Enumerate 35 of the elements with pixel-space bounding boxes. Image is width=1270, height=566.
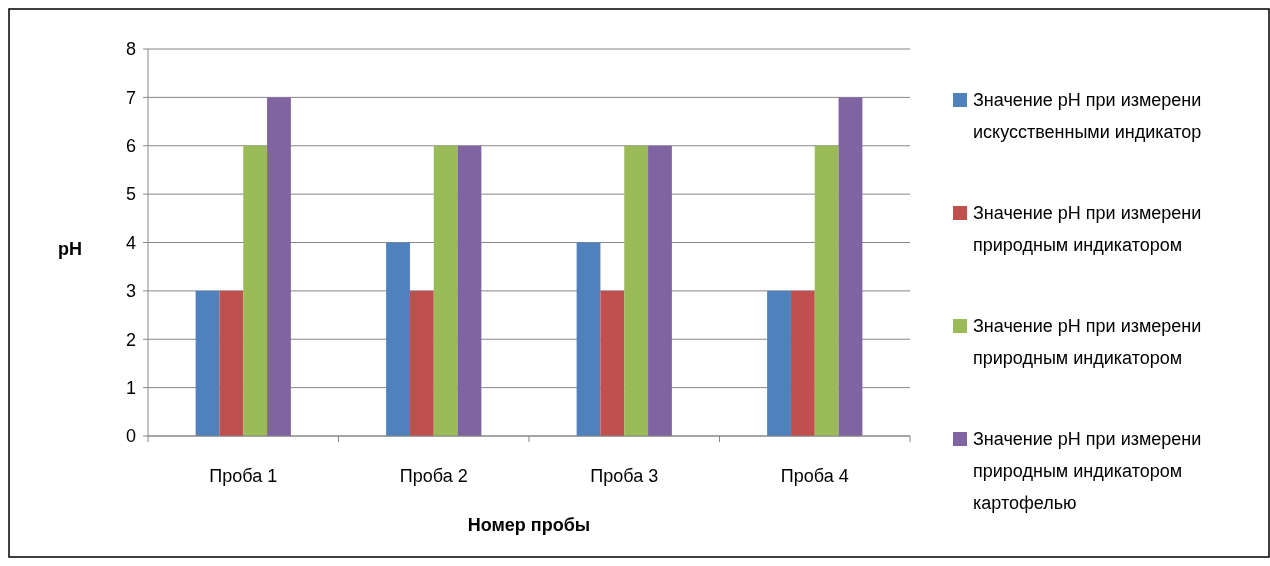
bar (790, 290, 815, 436)
legend-label: Значение pH при измерени искусственными индикатор (973, 90, 1202, 143)
y-tick-label: 4 (125, 232, 136, 253)
bar (600, 290, 625, 436)
bar (624, 145, 649, 436)
x-tick-label: Проба 3 (590, 466, 659, 486)
bar (814, 145, 839, 436)
bar (386, 242, 410, 436)
bar (433, 145, 458, 436)
y-tick-label: 3 (125, 281, 136, 302)
bar (195, 290, 220, 436)
bar (838, 97, 863, 436)
legend-label: Значение pH при измерени природным индикатором (973, 316, 1202, 369)
y-tick-label: 0 (125, 426, 136, 447)
x-tick-label: Проба 1 (209, 466, 278, 486)
legend-label: Значение pH при измерени природным индикатором картофелью (973, 429, 1202, 514)
bar (457, 145, 482, 436)
bar (767, 290, 791, 436)
y-tick-label: 1 (125, 377, 136, 398)
x-tick-label: Проба 2 (399, 466, 468, 486)
bar (409, 290, 434, 436)
y-tick-label: 8 (125, 39, 136, 60)
bar (243, 145, 268, 436)
legend-label: Значение pH при измерени природным индикатором (973, 203, 1202, 256)
y-tick-label: 2 (125, 329, 136, 350)
y-tick-label: 5 (125, 184, 136, 205)
bar (267, 97, 291, 436)
bar (648, 145, 672, 436)
y-tick-label: 7 (125, 87, 136, 108)
bar (576, 242, 601, 436)
x-axis-title: Номер пробы (467, 515, 591, 535)
x-tick-label: Проба 4 (780, 466, 849, 486)
y-tick-label: 6 (125, 136, 136, 157)
bar (219, 290, 244, 436)
y-axis-title: pH (58, 238, 82, 259)
